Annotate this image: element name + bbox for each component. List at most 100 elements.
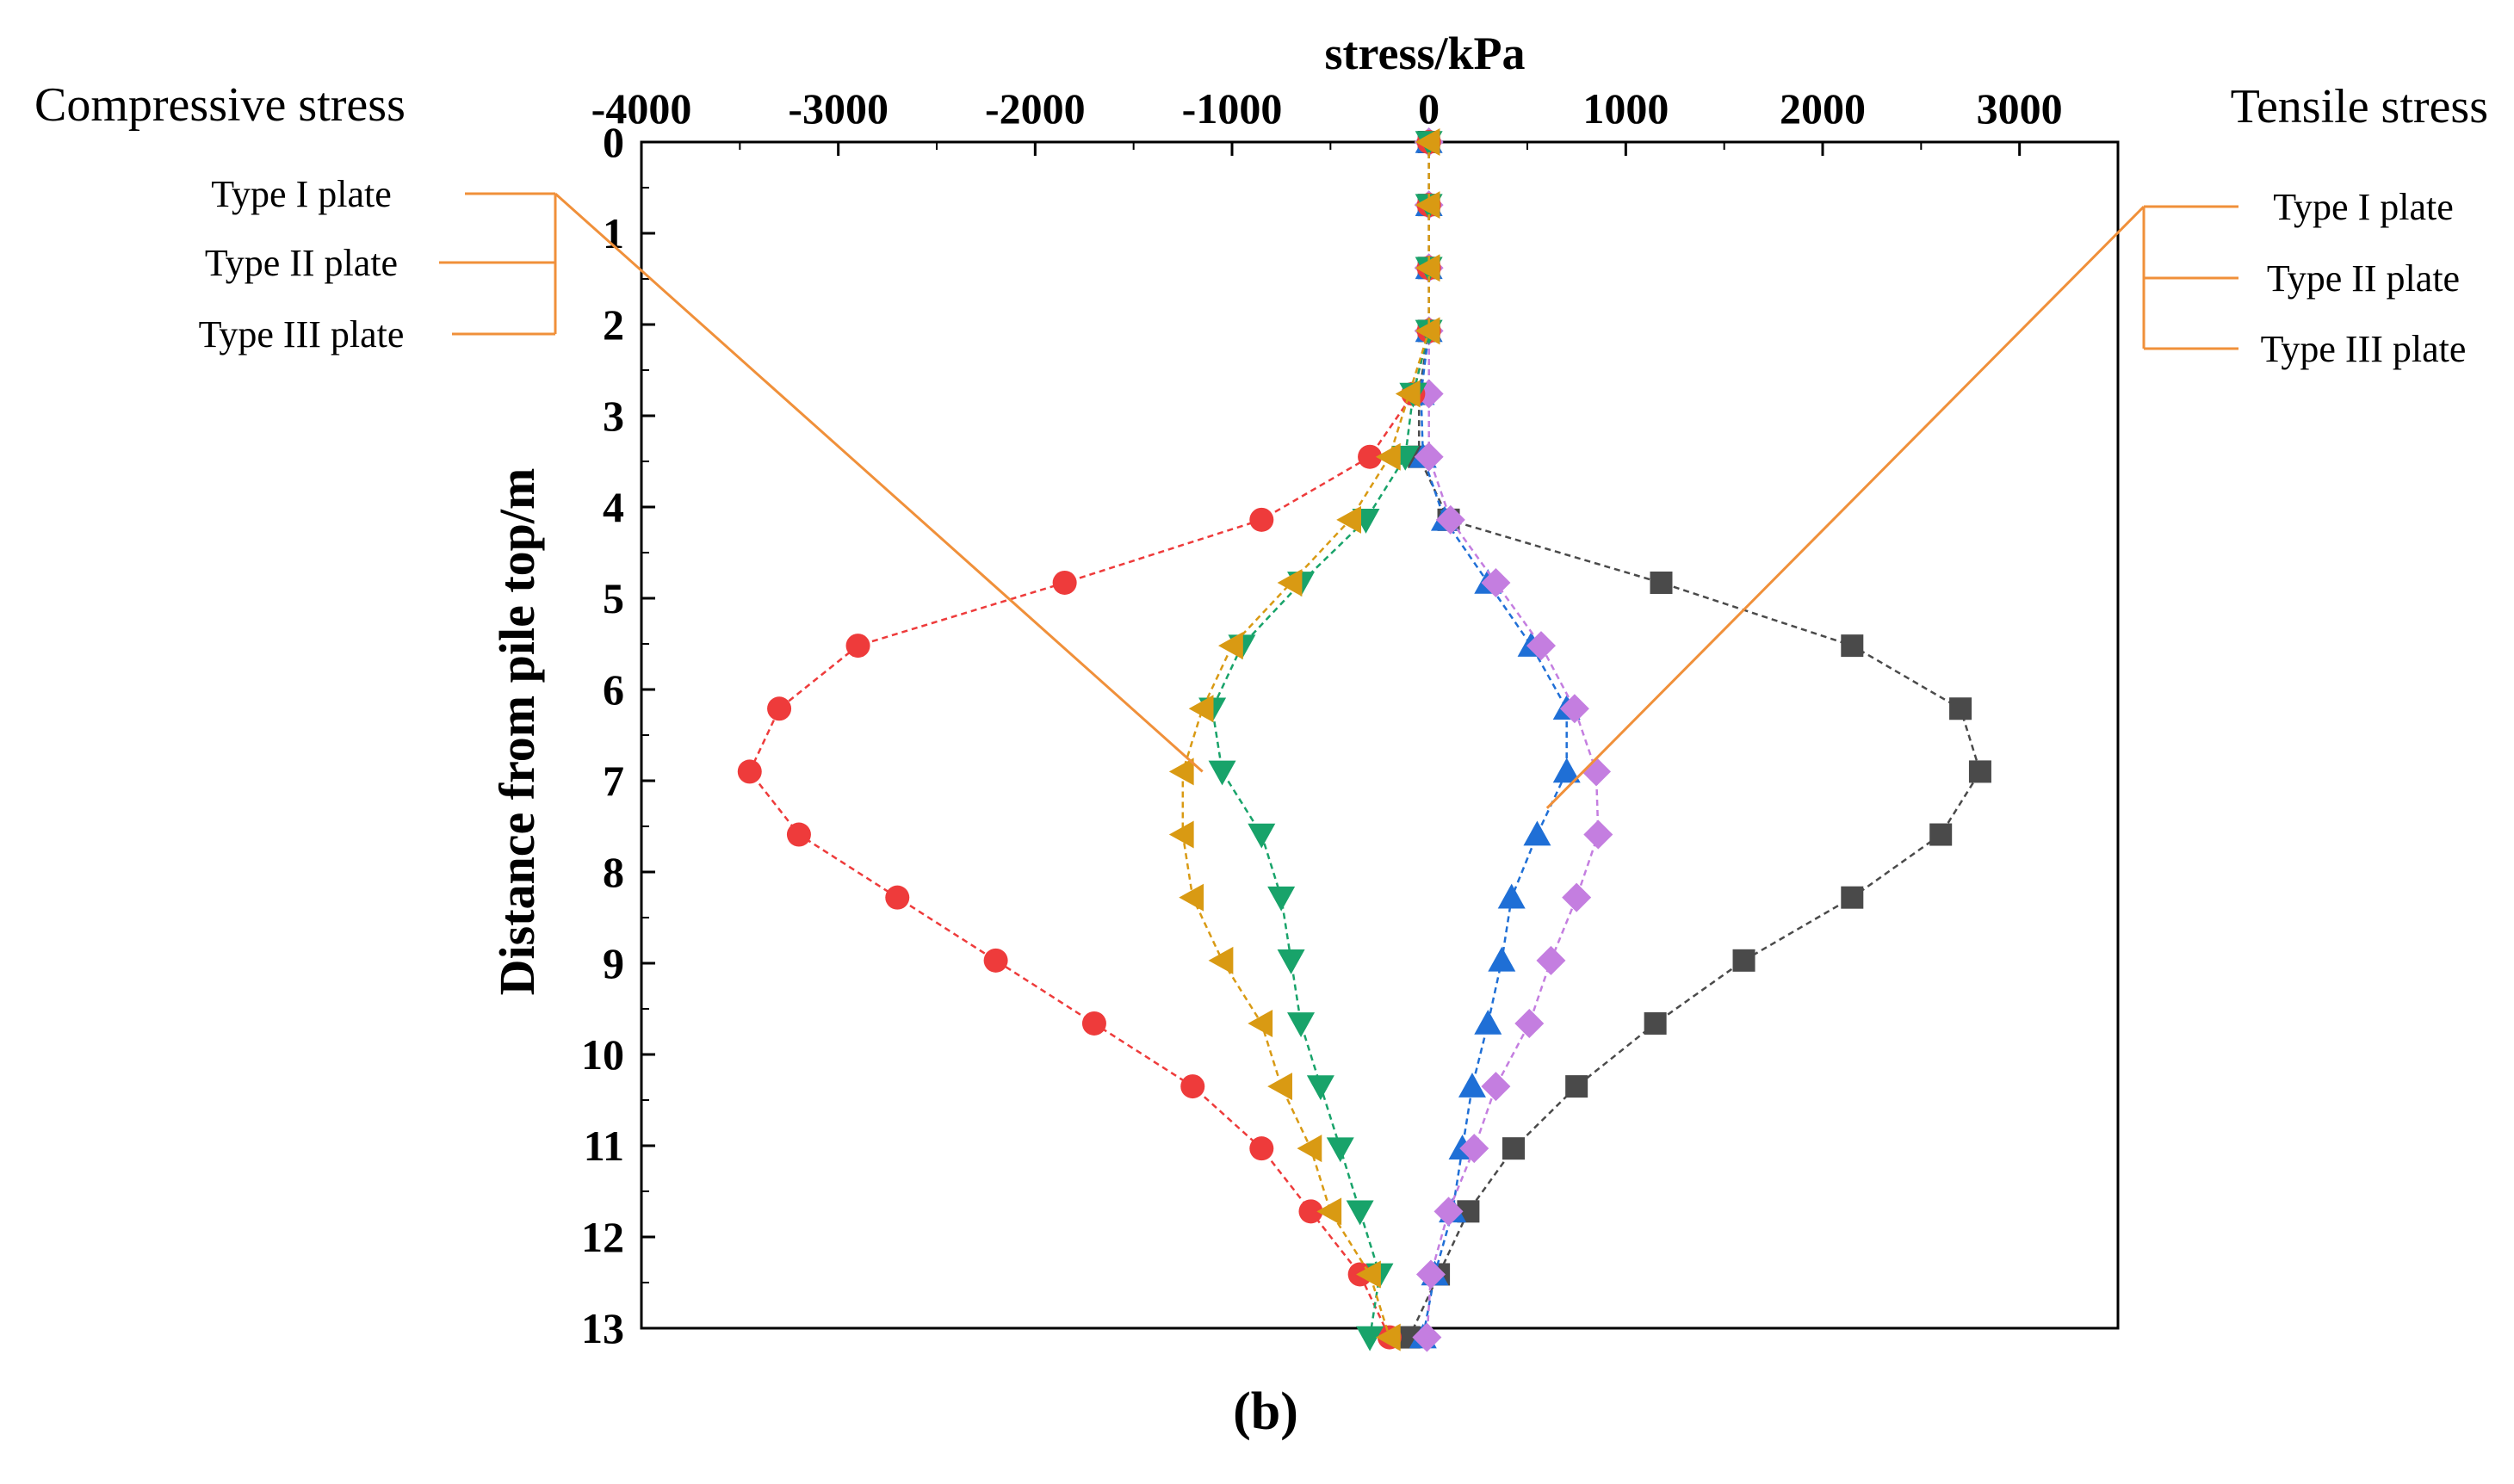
data-point bbox=[1433, 1196, 1464, 1227]
data-point bbox=[1358, 444, 1383, 469]
data-point bbox=[1552, 757, 1581, 783]
legend-left-label: Type II plate bbox=[205, 242, 398, 284]
tensile-stress-label: Tensile stress bbox=[2231, 80, 2488, 133]
data-point bbox=[1179, 883, 1204, 912]
data-point bbox=[1562, 882, 1592, 912]
legend-left: Type I plate Type II plate Type III plate bbox=[199, 173, 1204, 773]
y-tick-label: 2 bbox=[603, 300, 624, 349]
data-point bbox=[1414, 442, 1444, 472]
legend-right-label: Type II plate bbox=[2267, 257, 2460, 300]
data-point bbox=[1326, 1137, 1354, 1163]
plot-frame bbox=[640, 140, 2120, 1330]
data-point bbox=[1168, 757, 1194, 786]
data-point bbox=[1523, 820, 1551, 846]
data-point bbox=[1415, 254, 1440, 282]
data-point bbox=[1841, 634, 1864, 658]
x-tick-label: 0 bbox=[1418, 84, 1440, 133]
x-tick-label: -1000 bbox=[1182, 84, 1283, 133]
series-tensile-diamond bbox=[1412, 127, 1613, 1352]
legend-left-label: Type III plate bbox=[199, 313, 405, 356]
data-point bbox=[1188, 695, 1214, 723]
data-point bbox=[1841, 886, 1864, 909]
series-compressive-triangle-down bbox=[1198, 131, 1443, 1351]
data-point bbox=[1412, 1322, 1442, 1352]
data-point bbox=[1650, 571, 1673, 594]
data-point bbox=[1929, 823, 1953, 846]
data-point bbox=[1968, 760, 1991, 783]
data-point bbox=[786, 822, 811, 847]
data-point bbox=[1435, 504, 1465, 535]
data-point bbox=[1415, 1259, 1446, 1289]
data-point bbox=[1514, 1008, 1545, 1038]
y-tick-label: 11 bbox=[584, 1122, 624, 1170]
chart-title: stress/kPa bbox=[1324, 28, 1525, 79]
data-point bbox=[1458, 1073, 1486, 1098]
data-point bbox=[1459, 1134, 1489, 1164]
y-tick-label: 1 bbox=[603, 209, 624, 257]
data-point bbox=[1395, 380, 1421, 408]
data-point bbox=[1536, 945, 1566, 975]
y-tick-label: 3 bbox=[603, 392, 624, 440]
legend-left-pointer bbox=[554, 192, 1204, 773]
data-point bbox=[1298, 1199, 1323, 1224]
y-axis-label: Distance from pile top/m bbox=[489, 468, 545, 996]
data-point bbox=[1415, 191, 1440, 220]
data-point bbox=[1081, 1011, 1106, 1036]
data-point bbox=[1336, 505, 1361, 534]
data-point bbox=[1180, 1074, 1205, 1099]
legend-right-label: Type I plate bbox=[2273, 186, 2454, 228]
data-point bbox=[737, 759, 762, 784]
data-point bbox=[1582, 757, 1612, 787]
data-point bbox=[1248, 1009, 1273, 1037]
data-point bbox=[1949, 697, 1972, 720]
y-tick-label: 7 bbox=[603, 757, 624, 805]
x-tick-label: -2000 bbox=[985, 84, 1086, 133]
legend-right-pointer bbox=[1545, 205, 2146, 809]
data-point bbox=[1249, 507, 1274, 532]
data-point bbox=[1415, 317, 1440, 345]
data-point bbox=[1415, 128, 1440, 156]
data-point bbox=[1497, 883, 1526, 909]
series-line bbox=[748, 142, 1430, 1339]
data-point bbox=[1249, 1136, 1274, 1161]
data-point bbox=[1208, 760, 1236, 786]
series-line bbox=[1181, 142, 1430, 1338]
data-point bbox=[1277, 568, 1303, 597]
x-tick-label: 2000 bbox=[1780, 84, 1866, 133]
series-line bbox=[1408, 142, 1982, 1339]
y-tick-label: 8 bbox=[603, 848, 624, 896]
data-point bbox=[1375, 1323, 1401, 1351]
data-point bbox=[1356, 1326, 1384, 1351]
data-point bbox=[767, 696, 792, 721]
y-tick-label: 13 bbox=[581, 1304, 624, 1352]
data-point bbox=[1474, 1009, 1502, 1035]
data-point bbox=[1481, 1072, 1511, 1102]
data-point bbox=[1356, 1260, 1381, 1289]
data-point bbox=[1644, 1011, 1667, 1035]
data-point bbox=[885, 885, 910, 910]
data-point bbox=[1481, 567, 1511, 597]
series-tensile-square bbox=[1397, 131, 1991, 1349]
y-tick-label: 4 bbox=[603, 483, 624, 531]
y-tick-label: 0 bbox=[603, 118, 624, 166]
legend-right-label: Type III plate bbox=[2261, 328, 2467, 370]
series-layer bbox=[737, 127, 1991, 1352]
compressive-stress-label: Compressive stress bbox=[34, 78, 406, 132]
y-tick-label: 10 bbox=[581, 1030, 624, 1079]
series-compressive-triangle-left bbox=[1168, 128, 1440, 1351]
series-line bbox=[1420, 142, 1568, 1338]
data-point bbox=[1248, 823, 1276, 849]
data-point bbox=[1208, 946, 1234, 974]
data-point bbox=[983, 948, 1008, 973]
data-point bbox=[1375, 442, 1401, 471]
data-point bbox=[1583, 819, 1613, 850]
data-point bbox=[845, 634, 870, 659]
data-point bbox=[1168, 820, 1194, 849]
y-tick-label: 6 bbox=[603, 665, 624, 714]
legend-left-label: Type I plate bbox=[211, 173, 392, 215]
data-point bbox=[1267, 886, 1296, 912]
data-point bbox=[1346, 1200, 1374, 1226]
data-point bbox=[1287, 1012, 1316, 1037]
data-point bbox=[1488, 946, 1516, 972]
